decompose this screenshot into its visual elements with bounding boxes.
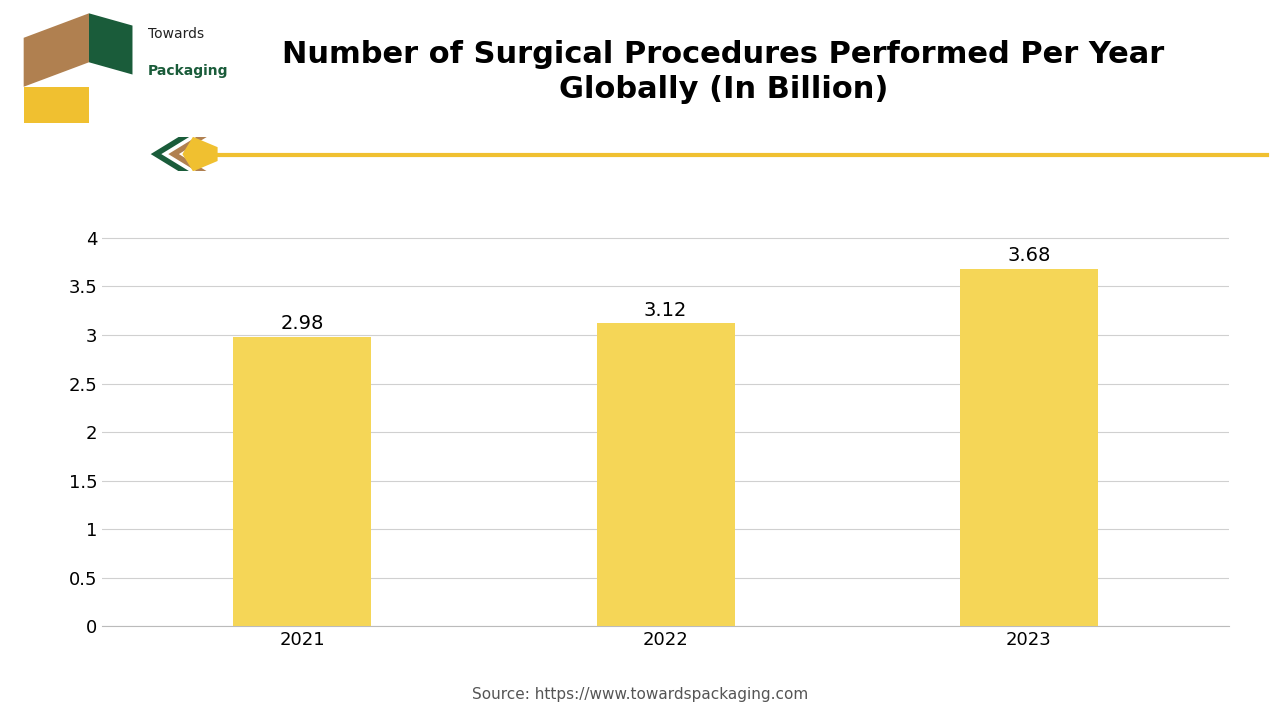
Polygon shape (183, 137, 218, 171)
Polygon shape (169, 137, 207, 171)
Text: 3.68: 3.68 (1007, 246, 1051, 265)
Bar (233, 337, 371, 626)
Text: Number of Surgical Procedures Performed Per Year
Globally (In Billion): Number of Surgical Procedures Performed … (282, 40, 1165, 104)
Polygon shape (90, 14, 133, 74)
Text: 2.98: 2.98 (280, 314, 324, 333)
Text: 3.12: 3.12 (644, 300, 687, 320)
Bar (596, 323, 735, 626)
Polygon shape (24, 86, 90, 124)
Polygon shape (24, 14, 90, 86)
Text: Source: https://www.towardspackaging.com: Source: https://www.towardspackaging.com (472, 687, 808, 702)
Text: Packaging: Packaging (147, 64, 228, 78)
Polygon shape (151, 137, 189, 171)
Text: Towards: Towards (147, 27, 204, 41)
Bar (960, 269, 1098, 626)
